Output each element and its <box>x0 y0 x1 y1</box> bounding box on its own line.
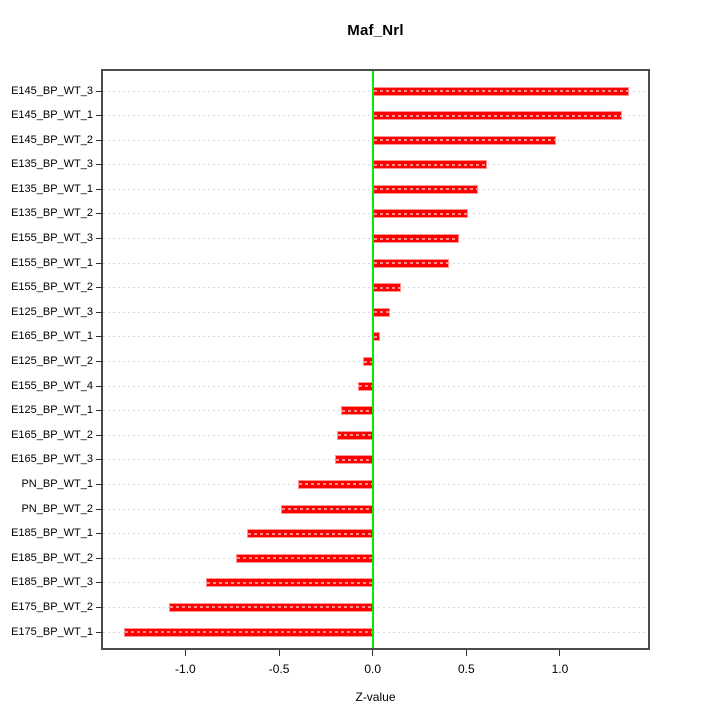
y-axis-label: E185_BP_WT_3 <box>11 576 93 589</box>
bar-dash-pattern <box>207 581 372 584</box>
y-axis-label: E185_BP_WT_2 <box>11 551 93 564</box>
bar-dash-pattern <box>298 483 372 486</box>
y-axis-tick <box>96 139 103 141</box>
y-axis-label: E135_BP_WT_3 <box>11 158 93 171</box>
bar-dash-pattern <box>373 286 400 289</box>
x-axis-tick-label: 0.5 <box>457 662 475 676</box>
y-axis-label: E145_BP_WT_1 <box>11 109 93 122</box>
y-axis-label: E155_BP_WT_2 <box>11 281 93 294</box>
y-axis-tick <box>96 434 103 436</box>
x-axis-tick <box>465 650 467 656</box>
bar-dash-pattern <box>236 557 372 560</box>
grid-line <box>103 434 648 436</box>
y-axis-label: E135_BP_WT_1 <box>11 182 93 195</box>
bar-dash-pattern <box>373 139 556 142</box>
y-axis-tick <box>96 410 103 412</box>
y-axis-tick <box>96 533 103 535</box>
y-axis-label: E175_BP_WT_1 <box>11 625 93 638</box>
y-axis-label: E125_BP_WT_2 <box>11 355 93 367</box>
grid-line <box>103 361 648 362</box>
grid-line <box>103 533 648 535</box>
bar-dash-pattern <box>373 262 449 265</box>
grid-line <box>103 385 648 387</box>
bar-dash-pattern <box>373 90 629 92</box>
chart-title: Maf_Nrl <box>347 22 404 39</box>
x-axis-tick-label: 0.0 <box>364 662 382 676</box>
y-axis-label: E165_BP_WT_3 <box>11 453 93 466</box>
grid-line <box>103 410 648 412</box>
x-axis-tick <box>278 650 280 656</box>
y-axis-tick <box>96 311 103 313</box>
x-axis-tick <box>559 650 561 656</box>
y-axis-label: E165_BP_WT_2 <box>11 428 93 441</box>
x-axis-tick <box>184 650 186 656</box>
grid-line <box>103 508 648 510</box>
y-axis-tick <box>96 459 103 461</box>
grid-line <box>103 459 648 461</box>
y-axis-tick <box>96 385 103 387</box>
y-axis-label: E125_BP_WT_1 <box>11 404 93 417</box>
y-axis-tick <box>96 213 103 215</box>
grid-line <box>103 557 648 559</box>
bar-dash-pattern <box>358 385 372 388</box>
grid-line <box>103 606 648 608</box>
bar-dash-pattern <box>281 508 372 511</box>
y-axis-tick <box>96 90 103 92</box>
y-axis-label: E155_BP_WT_1 <box>11 256 93 269</box>
x-axis-label: Z-value <box>355 690 396 704</box>
y-axis-tick <box>96 508 103 510</box>
y-axis-tick <box>96 606 103 608</box>
y-axis-label: E135_BP_WT_2 <box>11 207 93 220</box>
y-axis-tick <box>96 582 103 584</box>
bar-dash-pattern <box>373 237 458 240</box>
grid-line <box>103 483 648 485</box>
bar-dash-pattern <box>336 458 372 461</box>
y-axis-label: E165_BP_WT_1 <box>11 330 93 343</box>
bar-dash-pattern <box>124 631 372 633</box>
plot-border <box>101 69 650 650</box>
y-axis-tick <box>96 631 103 633</box>
y-axis-label: E145_BP_WT_3 <box>11 84 93 97</box>
y-axis-tick <box>96 557 103 559</box>
y-axis-label: E185_BP_WT_1 <box>11 527 93 540</box>
grid-line <box>103 631 648 633</box>
y-axis-label: E175_BP_WT_2 <box>11 600 93 613</box>
y-axis-tick <box>96 361 103 362</box>
y-axis-label: E155_BP_WT_4 <box>11 379 93 392</box>
y-axis-label: E145_BP_WT_2 <box>11 133 93 146</box>
bar-dash-pattern <box>373 114 621 117</box>
bar-dash-pattern <box>169 606 372 609</box>
x-axis-tick-label: 1.0 <box>551 662 569 676</box>
y-axis-tick <box>96 115 103 117</box>
y-axis-tick <box>96 188 103 190</box>
y-axis-tick <box>96 262 103 264</box>
bar-dash-pattern <box>338 434 372 437</box>
y-axis-tick <box>96 238 103 240</box>
bar-dash-pattern <box>364 360 372 363</box>
bar-dash-pattern <box>373 335 380 338</box>
bar-dash-pattern <box>373 311 389 314</box>
y-axis-tick <box>96 164 103 166</box>
y-axis-label: PN_BP_WT_1 <box>21 477 93 490</box>
bar-dash-pattern <box>341 409 372 412</box>
y-axis-tick <box>96 287 103 289</box>
x-axis-tick-label: -0.5 <box>268 662 290 676</box>
bar-dash-pattern <box>248 532 372 535</box>
y-axis-tick <box>96 336 103 338</box>
grid-line <box>103 582 648 584</box>
bar-dash-pattern <box>373 188 477 191</box>
y-axis-label: E125_BP_WT_3 <box>11 305 93 318</box>
bar-dash-pattern <box>373 212 468 215</box>
x-axis-tick <box>372 650 374 656</box>
x-axis-tick-label: -1.0 <box>175 662 196 676</box>
bar-dash-pattern <box>373 163 486 166</box>
zero-reference-line <box>371 71 374 648</box>
y-axis-label: E155_BP_WT_3 <box>11 232 93 245</box>
y-axis-label: PN_BP_WT_2 <box>21 502 93 515</box>
y-axis-tick <box>96 483 103 485</box>
